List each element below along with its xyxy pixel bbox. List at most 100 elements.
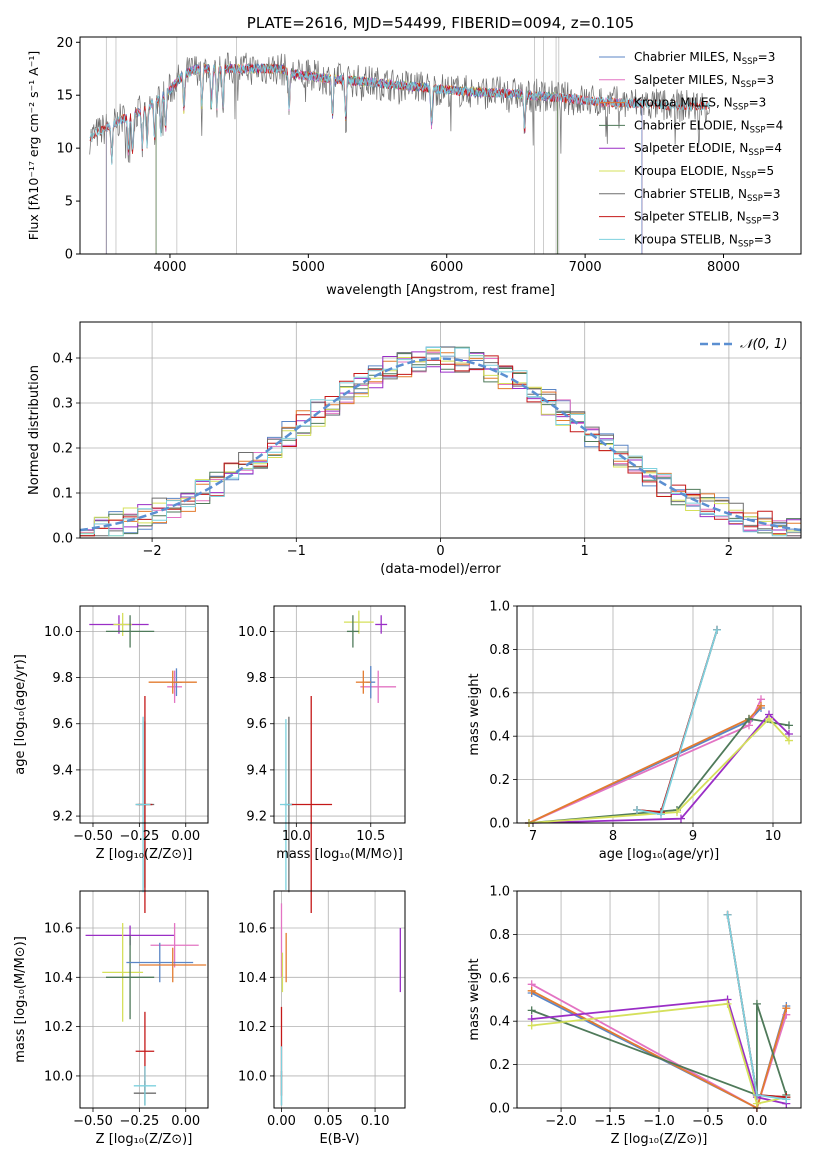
residual-panel: −2 −1 0 1 2 0.0 0.1 0.2 0.3 0.4 (data-model)/error… — [27, 321, 802, 577]
y-tick-label: 9.6 — [246, 717, 267, 732]
y-tick-label: 10 — [56, 142, 73, 157]
x-tick-label: −0.25 — [119, 1114, 159, 1129]
x-tick-label: −0.50 — [73, 1114, 113, 1129]
x-tick-label: 0.0 — [747, 1114, 768, 1129]
x-tick-label: 10.0 — [282, 829, 311, 844]
weight-point — [765, 714, 773, 723]
y-tick-label: 1.0 — [489, 885, 510, 900]
y-tick-label: 9.4 — [52, 763, 73, 778]
chart-title: PLATE=2616, MJD=54499, FIBERID=0094, z=0… — [247, 14, 634, 32]
y-axis-label: mass [log₁₀(M/M⊙)] — [13, 936, 28, 1063]
weight-point — [527, 1021, 536, 1030]
x-tick-label: 7 — [529, 829, 537, 844]
axes-frame — [516, 605, 802, 824]
x-tick-label: −2 — [143, 544, 162, 559]
y-axis-label: mass weight — [467, 673, 482, 755]
legend-label: Salpeter ELODIE, NSSP=4 — [634, 141, 782, 158]
x-tick-label: 8 — [609, 829, 617, 844]
x-tick-label: 7000 — [569, 260, 602, 275]
axes-frame — [79, 890, 209, 1109]
y-axis-label: age [log₁₀(age/yr)] — [13, 654, 28, 775]
weight-series-line — [528, 717, 790, 824]
y-tick-label: 0.4 — [489, 730, 510, 745]
y-tick-label: 10.0 — [44, 625, 73, 640]
x-tick-label: 2 — [725, 544, 733, 559]
weight-point — [752, 999, 761, 1008]
y-tick-label: 0.2 — [489, 1058, 510, 1073]
y-tick-label: 9.2 — [246, 810, 267, 825]
y-tick-label: 5 — [65, 195, 73, 210]
x-tick-label: 10.5 — [356, 829, 385, 844]
x-tick-label: −1.0 — [643, 1114, 675, 1129]
y-tick-label: 9.4 — [246, 763, 267, 778]
weight-series-line — [528, 717, 790, 824]
x-axis-label: wavelength [Angstrom, rest frame] — [326, 283, 555, 298]
y-tick-label: 0.4 — [52, 352, 73, 367]
y-tick-label: 10.0 — [44, 1069, 73, 1084]
legend-label: Chabrier STELIB, NSSP=3 — [634, 187, 781, 204]
y-tick-label: 10.2 — [44, 1020, 73, 1035]
y-tick-label: 0.4 — [489, 1015, 510, 1030]
legend-label: Salpeter STELIB, NSSP=3 — [634, 210, 779, 227]
y-tick-label: 15 — [56, 89, 73, 104]
weight-point — [785, 721, 793, 730]
y-tick-label: 10.4 — [238, 971, 267, 986]
axes-frame — [79, 36, 802, 255]
histogram-step — [80, 351, 801, 532]
x-tick-label: −0.5 — [692, 1114, 724, 1129]
x-tick-label: −2.0 — [545, 1114, 577, 1129]
axes-frame — [79, 605, 209, 824]
legend-label: Kroupa ELODIE, NSSP=5 — [634, 164, 774, 181]
axes-frame — [273, 890, 406, 1109]
weight-point — [782, 1095, 791, 1104]
weight-point — [745, 714, 753, 723]
x-tick-label: −0.25 — [119, 829, 159, 844]
x-axis-label: age [log₁₀(age/yr)] — [599, 847, 720, 862]
spectrum-line — [89, 52, 711, 163]
legend-label: Salpeter MILES, NSSP=3 — [634, 73, 774, 90]
y-tick-label: 0.2 — [52, 442, 73, 457]
x-tick-label: 9 — [689, 829, 697, 844]
weight-point — [757, 701, 765, 710]
legend-label: Chabrier ELODIE, NSSP=4 — [634, 118, 783, 135]
weight_vs_age-panel: 7 8 9 10 0.0 0.2 0.4 0.6 0.8 1.0 age [log₁₀(age/yr… — [467, 600, 802, 862]
normal-curve — [79, 357, 802, 532]
x-axis-label: Z [log₁₀(Z/Z⊙)] — [96, 1132, 193, 1147]
x-tick-label: 0 — [436, 544, 444, 559]
y-tick-label: 0.2 — [489, 773, 510, 788]
weight-series-line — [531, 1002, 787, 1105]
x-tick-label: −1.5 — [594, 1114, 626, 1129]
x-tick-label: −0.50 — [73, 829, 113, 844]
weight-series-line — [528, 713, 790, 824]
weight-point — [673, 808, 681, 817]
legend-label: 𝒩(0, 1) — [740, 337, 787, 352]
x-tick-label: −1 — [287, 544, 306, 559]
x-tick-label: 0.00 — [171, 1114, 200, 1129]
y-tick-label: 0.8 — [489, 643, 510, 658]
y-tick-label: 0.0 — [489, 1102, 510, 1117]
y-tick-label: 0.6 — [489, 971, 510, 986]
weight-point — [633, 805, 641, 814]
weight-point — [677, 814, 685, 823]
x-tick-label: 0.05 — [314, 1114, 343, 1129]
y-tick-label: 0.0 — [52, 532, 73, 547]
y-tick-label: 1.0 — [489, 600, 510, 615]
y-tick-label: 10.0 — [238, 625, 267, 640]
y-tick-label: 0.3 — [52, 397, 73, 412]
weight-point — [782, 1004, 791, 1013]
y-tick-label: 9.6 — [52, 717, 73, 732]
x-tick-label: 8000 — [707, 260, 740, 275]
x-axis-label: E(B-V) — [319, 1132, 359, 1147]
age_vs_Z-panel: −0.50 −0.25 0.00 9.2 9.4 9.6 9.8 10.0 Z [log₁₀(Z… — [13, 605, 209, 914]
age_vs_mass-panel: 10.0 10.5 9.2 9.4 9.6 9.8 10.0 mass [log₁₀(M/M⊙… — [238, 605, 406, 914]
y-tick-label: 20 — [56, 36, 73, 51]
weight-point — [723, 910, 732, 919]
weight_vs_Z-panel: −2.0 −1.5 −1.0 −0.5 0.0 0.0 0.2 0.4 0.6 0.8 1.0 Z [… — [467, 885, 802, 1147]
x-tick-label: 1 — [581, 544, 589, 559]
legend-label: Kroupa MILES, NSSP=3 — [634, 96, 766, 113]
x-tick-label: 6000 — [430, 260, 463, 275]
x-axis-label: mass [log₁₀(M/M⊙)] — [276, 847, 403, 862]
y-tick-label: 0 — [65, 248, 73, 263]
x-tick-label: 5000 — [292, 260, 325, 275]
